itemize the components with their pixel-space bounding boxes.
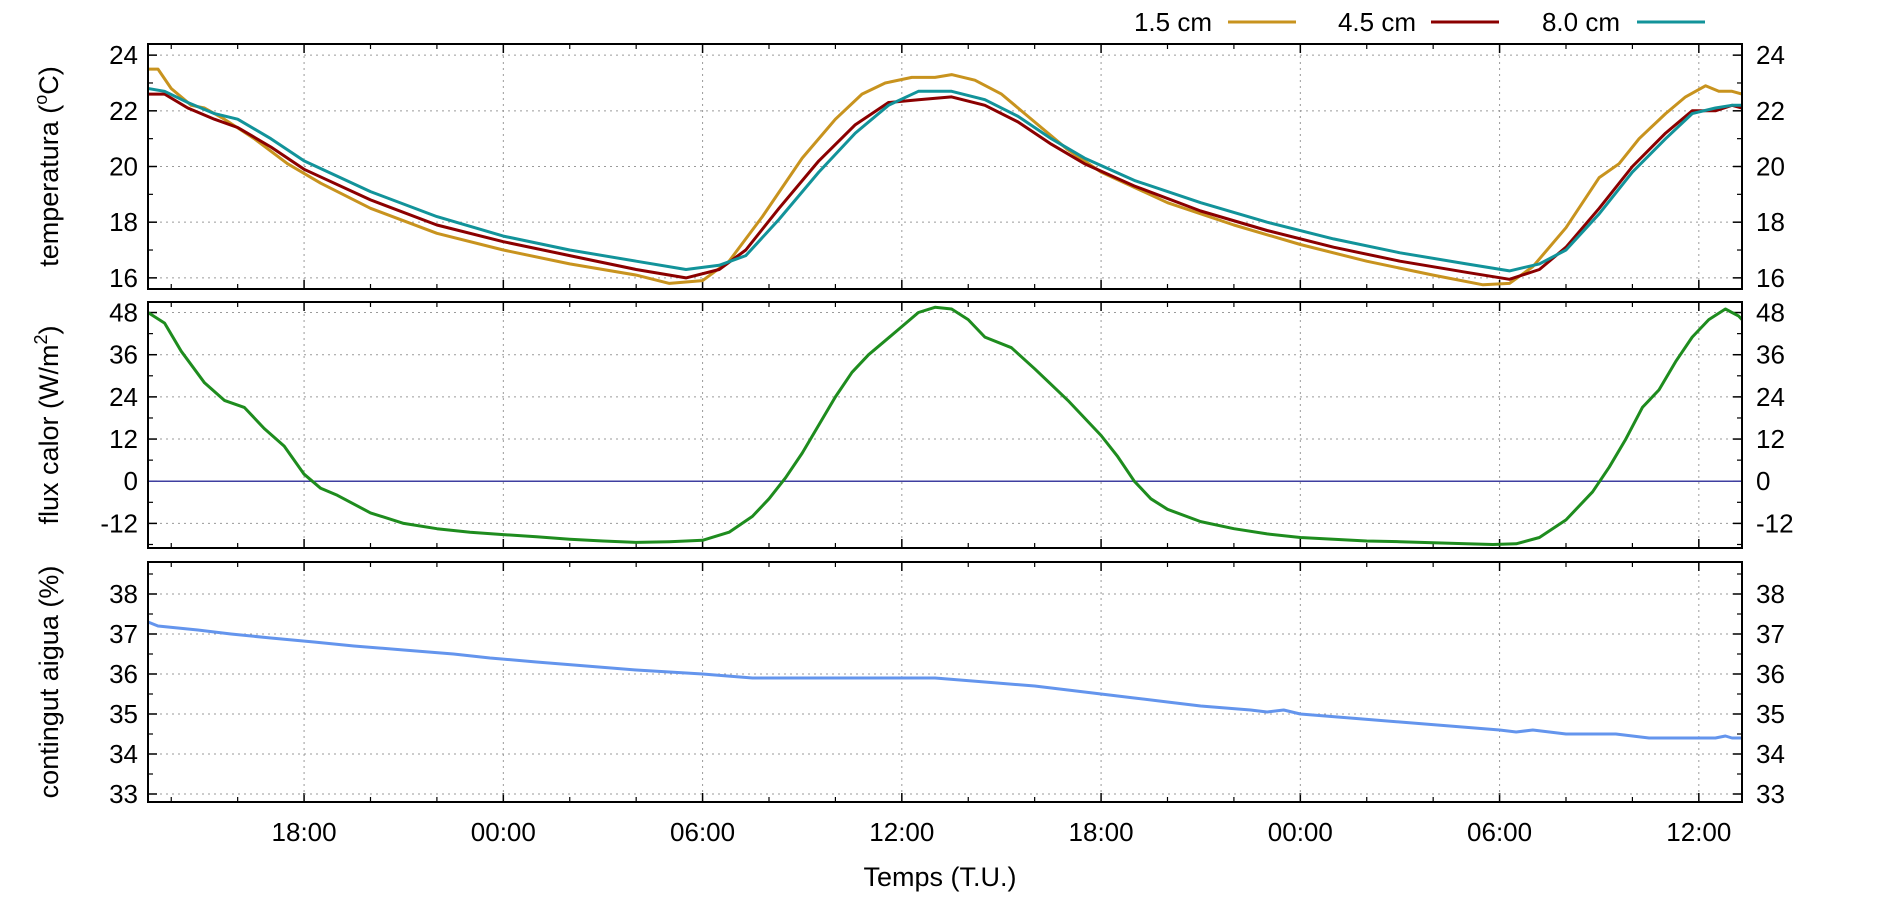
- y-tick-label-right: 16: [1756, 263, 1785, 293]
- y-tick-label-right: 38: [1756, 579, 1785, 609]
- legend-entry: 4.5 cm: [1338, 7, 1499, 37]
- y-axis-label-text: temperatura (: [34, 105, 64, 267]
- x-tick-label: 18:00: [1069, 817, 1134, 847]
- panel-temperature: 16 16 18 18 20 20 22 22 24 24 temperatura (oC): [31, 40, 1785, 293]
- y-tick-label: 48: [109, 298, 138, 328]
- legend-entry: 1.5 cm: [1134, 7, 1296, 37]
- x-axis-label: Temps (T.U.): [863, 862, 1016, 892]
- series-line-water-content: [148, 620, 1742, 740]
- y-tick-label: 37: [109, 619, 138, 649]
- y-tick-label-right: 36: [1756, 340, 1785, 370]
- y-tick-label-right: 24: [1756, 40, 1785, 70]
- x-tick-label: 00:00: [471, 817, 536, 847]
- y-axis-label: contingut aigua (%): [34, 566, 64, 799]
- y-tick-label-right: 34: [1756, 739, 1785, 769]
- y-axis-label-text: contingut aigua (%): [34, 566, 64, 799]
- y-axis-label: temperatura (oC): [31, 66, 64, 267]
- plot-area: [148, 620, 1742, 740]
- y-tick-label: 20: [109, 152, 138, 182]
- series-line-heat-flux: [148, 305, 1742, 546]
- y-axis-label-superscript: 2: [31, 334, 51, 344]
- y-tick-label: 24: [109, 40, 138, 70]
- y-tick-label-right: 20: [1756, 152, 1785, 182]
- y-tick-label: 38: [109, 579, 138, 609]
- y-tick-label: 36: [109, 659, 138, 689]
- x-tick-label: 18:00: [272, 817, 337, 847]
- plot-area: [148, 305, 1742, 546]
- y-tick-label: -12: [100, 508, 138, 538]
- y-axis-label-text-end: C): [34, 66, 64, 95]
- y-tick-label: 35: [109, 699, 138, 729]
- x-tick-label: 06:00: [670, 817, 735, 847]
- plot-frame: [147, 561, 1743, 803]
- y-tick-label-right: 36: [1756, 659, 1785, 689]
- y-tick-label-right: 24: [1756, 382, 1785, 412]
- y-tick-label-right: 48: [1756, 298, 1785, 328]
- series-line-1-5-cm: [148, 67, 1742, 287]
- y-tick-label: 12: [109, 424, 138, 454]
- y-axis-label-text: flux calor (W/m: [34, 345, 64, 525]
- y-tick-label-right: 37: [1756, 619, 1785, 649]
- series-line-4-5-cm: [148, 92, 1742, 281]
- legend-entry: 8.0 cm: [1542, 7, 1705, 37]
- y-tick-label-right: 35: [1756, 699, 1785, 729]
- y-tick-label-right: -12: [1756, 508, 1794, 538]
- legend-label: 8.0 cm: [1542, 7, 1620, 37]
- plot-area: [148, 67, 1742, 287]
- y-axis-label-superscript: o: [31, 95, 51, 105]
- x-tick-label: 12:00: [869, 817, 934, 847]
- y-tick-label: 22: [109, 96, 138, 126]
- panel-water-content: 18:00 00:00 06:00 12:00 18:00 00:00 06:00 12:00…: [34, 561, 1785, 847]
- plot-frame: [147, 43, 1743, 290]
- x-tick-label: 12:00: [1666, 817, 1731, 847]
- y-tick-label: 18: [109, 207, 138, 237]
- y-tick-label: 36: [109, 340, 138, 370]
- y-axis-label-text-end: ): [34, 325, 64, 334]
- y-tick-label: 0: [124, 466, 138, 496]
- series-line-8-0-cm: [148, 87, 1742, 273]
- y-tick-label-right: 12: [1756, 424, 1785, 454]
- x-tick-label: 06:00: [1467, 817, 1532, 847]
- legend-label: 1.5 cm: [1134, 7, 1212, 37]
- plot-frame: [147, 301, 1743, 549]
- y-tick-label-right: 33: [1756, 779, 1785, 809]
- y-tick-label-right: 0: [1756, 466, 1770, 496]
- legend: 1.5 cm 4.5 cm 8.0 cm: [1134, 7, 1705, 37]
- y-tick-label: 33: [109, 779, 138, 809]
- y-tick-label-right: 22: [1756, 96, 1785, 126]
- y-tick-label: 34: [109, 739, 138, 769]
- y-tick-label: 16: [109, 263, 138, 293]
- legend-label: 4.5 cm: [1338, 7, 1416, 37]
- y-axis-label: flux calor (W/m2): [31, 325, 64, 524]
- y-tick-label-right: 18: [1756, 207, 1785, 237]
- y-tick-label: 24: [109, 382, 138, 412]
- panel-heat-flux: -12 -12 0 0 12 12 24 24 36 36 48 48 flux calor (W/m2…: [31, 298, 1794, 549]
- x-tick-label: 00:00: [1268, 817, 1333, 847]
